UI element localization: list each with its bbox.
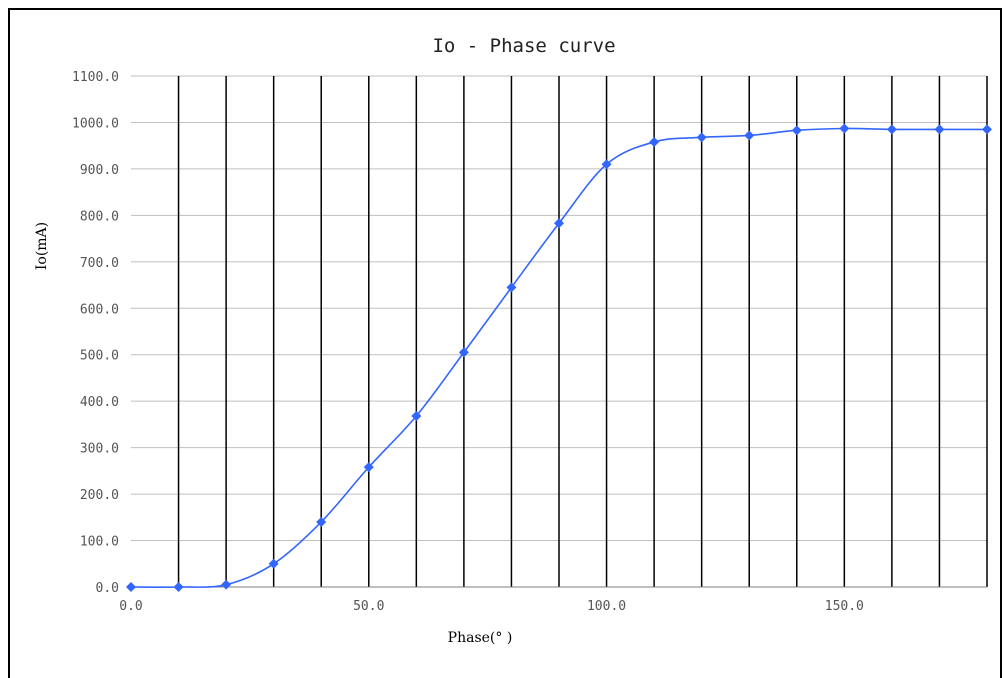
data-point-marker xyxy=(174,582,184,592)
y-tick-label: 900.0 xyxy=(80,163,119,178)
y-tick-labels: 0.0 100.0 200.0 300.0 400.0 500.0 600.0 700.0 80… xyxy=(72,70,119,596)
y-tick-label: 700.0 xyxy=(80,256,119,271)
data-point-marker xyxy=(126,582,136,592)
data-point-marker xyxy=(697,132,707,142)
x-tick-label: 100.0 xyxy=(587,599,626,614)
data-point-marker xyxy=(982,124,992,134)
y-tick-label: 1000.0 xyxy=(72,116,119,131)
data-point-marker xyxy=(649,137,659,147)
data-point-marker xyxy=(221,580,231,590)
x-tick-label: 0.0 xyxy=(119,599,142,614)
x-axis-label: Phase(° ) xyxy=(448,630,513,646)
data-point-marker xyxy=(887,124,897,134)
y-tick-label: 600.0 xyxy=(80,302,119,317)
chart-title: Io - Phase curve xyxy=(432,35,615,57)
y-axis-label: Io(mA) xyxy=(34,222,50,270)
y-tick-label: 0.0 xyxy=(96,581,119,596)
x-tick-labels: 0.0 50.0 100.0 150.0 xyxy=(119,599,864,614)
y-tick-label: 800.0 xyxy=(80,209,119,224)
data-point-marker xyxy=(744,130,754,140)
x-tick-label: 50.0 xyxy=(353,599,384,614)
x-gridlines xyxy=(179,76,987,587)
data-point-marker xyxy=(269,559,279,569)
data-point-marker xyxy=(934,124,944,134)
y-tick-label: 500.0 xyxy=(80,349,119,364)
y-tick-label: 400.0 xyxy=(80,395,119,410)
y-tick-label: 100.0 xyxy=(80,535,119,550)
y-tick-label: 200.0 xyxy=(80,488,119,503)
x-tick-label: 150.0 xyxy=(825,599,864,614)
y-tick-label: 300.0 xyxy=(80,442,119,457)
data-point-marker xyxy=(839,123,849,133)
data-point-marker xyxy=(792,125,802,135)
y-tick-label: 1100.0 xyxy=(72,70,119,85)
